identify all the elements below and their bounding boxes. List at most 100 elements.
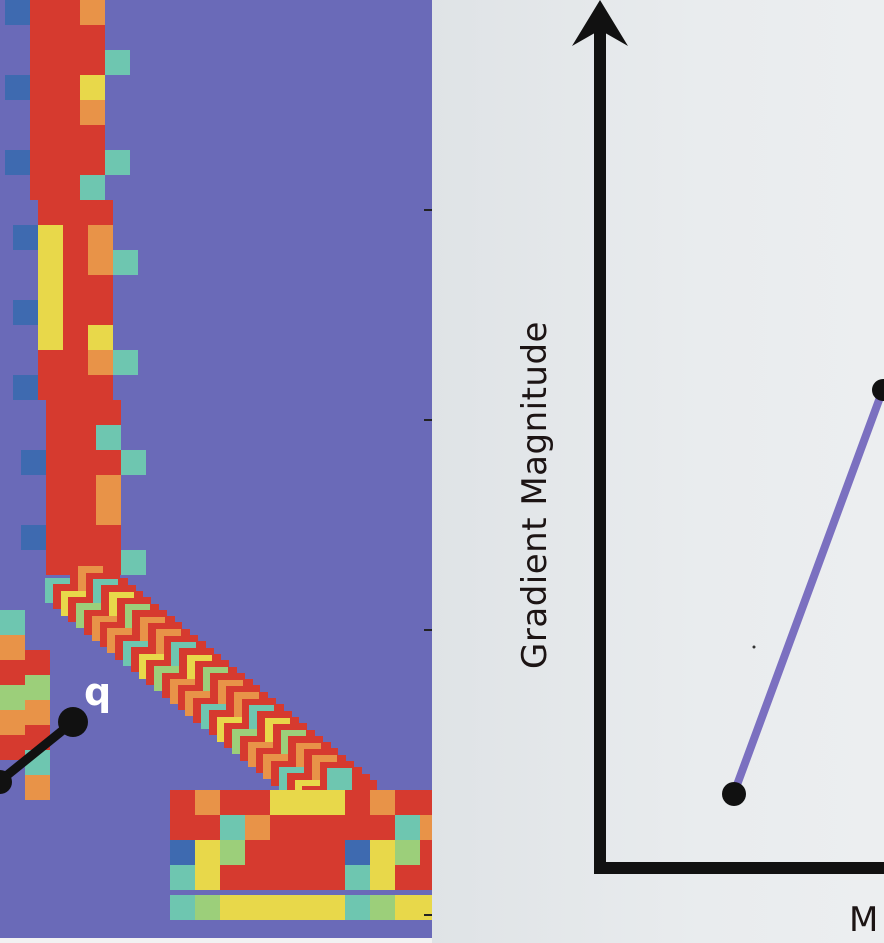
heatmap-cell	[300, 0, 325, 25]
heatmap-cell	[325, 100, 350, 125]
heatmap-cell	[30, 75, 55, 100]
heatmap-cell	[100, 825, 125, 850]
heatmap-cell	[225, 375, 250, 400]
heatmap-cell	[0, 400, 25, 425]
heatmap-cell	[0, 450, 25, 475]
heatmap-cell	[225, 525, 250, 550]
heatmap-cell	[200, 200, 225, 225]
heatmap-cell	[300, 75, 325, 100]
heatmap-cell	[0, 825, 25, 850]
heatmap-cell	[275, 75, 300, 100]
heatmap-cell	[71, 400, 96, 425]
heatmap-cell	[350, 625, 375, 650]
heatmap-cell	[175, 25, 200, 50]
heatmap-cell	[325, 925, 350, 938]
heatmap-cell	[80, 0, 105, 25]
heatmap-cell	[375, 500, 400, 525]
heatmap-cell	[175, 100, 200, 125]
heatmap-cell	[275, 250, 300, 275]
heatmap-cell	[200, 375, 225, 400]
heatmap-cell	[375, 450, 400, 475]
heatmap-cell	[395, 895, 420, 920]
heatmap-cell	[375, 550, 400, 575]
heatmap-cell	[425, 350, 432, 375]
heatmap-cell	[195, 895, 220, 920]
heatmap-cell	[275, 450, 300, 475]
heatmap-cell	[125, 850, 150, 875]
heatmap-cell	[150, 125, 175, 150]
heatmap-cell	[200, 600, 225, 625]
heatmap-cell	[300, 100, 325, 125]
heatmap-cell	[225, 500, 250, 525]
heatmap-cell	[0, 25, 25, 50]
heatmap-cell	[350, 375, 375, 400]
heatmap-cell	[300, 325, 325, 350]
heatmap-cell	[375, 525, 400, 550]
heatmap-cell	[375, 725, 400, 750]
heatmap-cell	[400, 475, 425, 500]
heatmap-cell	[325, 50, 350, 75]
heatmap-cell	[150, 25, 175, 50]
heatmap-cell	[50, 675, 75, 700]
heatmap-cell	[325, 350, 350, 375]
heatmap-cell	[25, 400, 50, 425]
heatmap-cell	[88, 275, 113, 300]
heatmap-cell	[325, 500, 350, 525]
heatmap-cell	[55, 175, 80, 200]
heatmap-cell	[0, 610, 25, 635]
heatmap-cell	[325, 275, 350, 300]
heatmap-cell	[38, 225, 63, 250]
heatmap-cell	[25, 500, 50, 525]
heatmap-cell	[0, 325, 25, 350]
heatmap-cell	[220, 840, 245, 865]
heatmap-cell	[295, 790, 320, 815]
heatmap-cell	[275, 475, 300, 500]
heatmap-cell	[325, 700, 350, 725]
heatmap-cell	[300, 475, 325, 500]
heatmap-cell	[80, 100, 105, 125]
heatmap-cell	[275, 275, 300, 300]
heatmap-cell	[425, 375, 432, 400]
heatmap-cell	[250, 425, 275, 450]
heatmap-cell	[175, 750, 200, 775]
heatmap-cell	[200, 925, 225, 938]
heatmap-cell	[225, 575, 250, 600]
data-point-start	[722, 782, 746, 806]
heatmap-cell	[225, 150, 250, 175]
heatmap-cell	[425, 925, 432, 938]
heatmap-cell	[250, 250, 275, 275]
heatmap-cell	[425, 625, 432, 650]
heatmap-cell	[200, 100, 225, 125]
heatmap-cell	[270, 790, 295, 815]
heatmap-cell	[350, 150, 375, 175]
heatmap-cell	[170, 815, 195, 840]
heatmap-cell	[395, 815, 420, 840]
heatmap-cell	[200, 0, 225, 25]
heatmap-cell	[25, 875, 50, 900]
heatmap-cell	[96, 500, 121, 525]
heatmap-cell	[400, 25, 425, 50]
heatmap-cell	[425, 50, 432, 75]
heatmap-cell	[5, 75, 30, 100]
heatmap-cell	[250, 500, 275, 525]
heatmap-cell	[245, 895, 270, 920]
heatmap-cell	[55, 25, 80, 50]
heatmap-cell	[250, 375, 275, 400]
heatmap-cell	[420, 895, 432, 920]
heatmap-cell	[0, 685, 25, 710]
heatmap-cell	[325, 400, 350, 425]
heatmap-cell	[38, 275, 63, 300]
heatmap-cell	[375, 475, 400, 500]
heatmap-cell	[375, 325, 400, 350]
heatmap-cell	[75, 650, 100, 675]
heatmap-cell	[200, 425, 225, 450]
heatmap-cell	[105, 50, 130, 75]
heatmap-cell	[125, 800, 150, 825]
heatmap-cell	[225, 350, 250, 375]
heatmap-cell	[395, 840, 420, 865]
heatmap-cell	[21, 450, 46, 475]
heatmap-cell	[175, 425, 200, 450]
heatmap-cell	[175, 150, 200, 175]
heatmap-cell	[300, 300, 325, 325]
heatmap-cell	[0, 200, 25, 225]
